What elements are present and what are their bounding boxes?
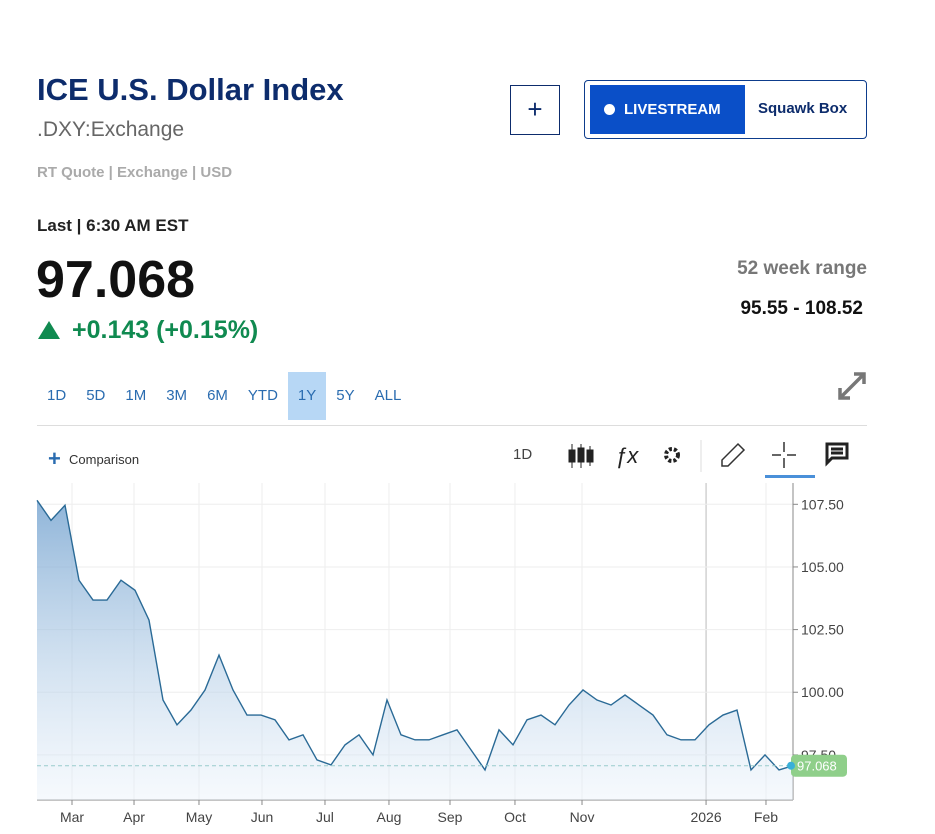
- x-tick-label: Aug: [376, 809, 401, 825]
- range-tab[interactable]: 3M: [166, 387, 188, 404]
- x-tick-label: May: [186, 809, 212, 825]
- last-time: Last | 6:30 AM EST: [37, 216, 189, 235]
- x-tick-label: Oct: [504, 809, 526, 825]
- price-change: +0.143 (+0.15%): [72, 316, 259, 344]
- range-tab[interactable]: 1M: [125, 387, 147, 404]
- x-tick-label: 2026: [690, 809, 721, 825]
- range-tab[interactable]: 5D: [86, 387, 106, 404]
- last-price: 97.068: [36, 251, 196, 309]
- divider: [37, 425, 867, 426]
- notes-icon[interactable]: [825, 442, 849, 467]
- draw-icon[interactable]: [721, 442, 746, 467]
- livestream-button[interactable]: LIVESTREAM: [590, 85, 745, 134]
- expand-icon[interactable]: [836, 370, 868, 402]
- x-tick-label: Apr: [123, 809, 145, 825]
- y-tick-label: 100.00: [801, 684, 844, 700]
- range-tab[interactable]: 1D: [47, 387, 67, 404]
- live-dot: [604, 104, 615, 115]
- area: [37, 500, 793, 800]
- title: ICE U.S. Dollar Index: [37, 72, 344, 107]
- line: [36, 499, 794, 772]
- add-button[interactable]: +: [510, 85, 560, 135]
- range-tab[interactable]: 1Y: [287, 372, 327, 420]
- range-tab[interactable]: 5Y: [336, 387, 355, 404]
- comparison-button[interactable]: Comparison: [69, 452, 140, 467]
- last-price-dot: [787, 761, 795, 770]
- y-tick-label: 105.00: [801, 559, 844, 575]
- y-tick-label: 102.50: [801, 622, 844, 638]
- active-indicator: [765, 475, 815, 478]
- live-box: [584, 80, 867, 139]
- last-price-label: 97.068: [797, 759, 837, 774]
- range-tab[interactable]: YTD: [247, 387, 278, 404]
- x-tick-label: Mar: [60, 809, 84, 825]
- range-label: 52 week range: [737, 258, 867, 279]
- tabs: 1D 5D 1M 3M 6M YTD 1Y 5Y ALL: [37, 372, 411, 420]
- x-tick-label: Sep: [438, 809, 463, 825]
- settings-icon[interactable]: [664, 447, 680, 463]
- x-tick-label: Nov: [570, 809, 595, 825]
- fx-icon[interactable]: ƒx: [615, 443, 639, 468]
- squawk-box-link[interactable]: Squawk Box: [758, 100, 848, 117]
- symbol: .DXY:Exchange: [37, 118, 185, 141]
- x-tick-label: Jun: [251, 809, 274, 825]
- range-value: 95.55 - 108.52: [740, 298, 863, 319]
- chart: MarAprMayJunJulAugSepOctNov2026Feb97.501…: [36, 483, 847, 825]
- crosshair-icon[interactable]: [772, 442, 796, 468]
- toolbar-icons: ƒx: [568, 440, 849, 478]
- plus-icon: +: [48, 446, 61, 471]
- last-price-badge: [791, 754, 847, 777]
- candles-icon[interactable]: [568, 444, 594, 468]
- range-tab[interactable]: ALL: [374, 387, 402, 404]
- y-tick-label: 107.50: [801, 496, 844, 512]
- quote-info: RT Quote | Exchange | USD: [37, 164, 233, 181]
- interval-button[interactable]: 1D: [513, 446, 533, 463]
- up-arrow: [38, 321, 60, 339]
- x-tick-label: Jul: [316, 809, 334, 825]
- x-tick-label: Feb: [754, 809, 778, 825]
- range-tab[interactable]: 6M: [207, 387, 228, 404]
